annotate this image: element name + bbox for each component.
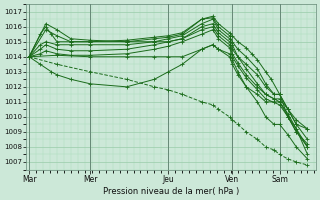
X-axis label: Pression niveau de la mer( hPa ): Pression niveau de la mer( hPa ) (103, 187, 239, 196)
